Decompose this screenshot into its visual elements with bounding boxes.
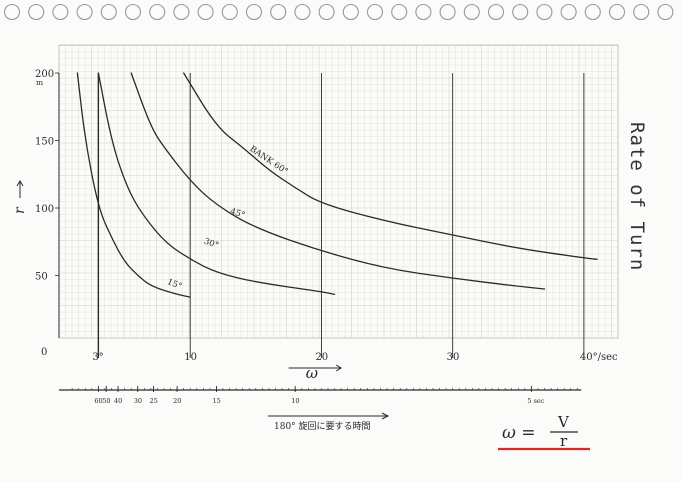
series-line [183, 72, 598, 260]
binding-ring [124, 3, 142, 21]
binding-ring [270, 3, 287, 21]
x-tick-label: 40°/sec [580, 352, 618, 363]
binding-ring [149, 3, 166, 21]
binding-ring [3, 3, 21, 21]
x-tick-label: 10 [184, 352, 197, 363]
side-title-text: Rate of Turn [626, 122, 648, 272]
secondary-axis-arrow [268, 412, 390, 420]
secondary-axis-tick-label: 30 [134, 397, 142, 405]
x-axis-arrow [288, 364, 343, 372]
binding-ring [294, 3, 311, 21]
spiral-binding-rings [3, 3, 674, 21]
series-line [130, 72, 546, 290]
graph-paper-grid [58, 44, 619, 339]
secondary-axis-tick-label: 10 [291, 397, 299, 405]
y-axis-label: r [12, 206, 28, 214]
binding-ring [245, 3, 263, 21]
x-tick-label: 3° [92, 352, 103, 363]
y-unit-label: m [36, 78, 43, 87]
series-line [97, 72, 336, 296]
binding-ring [366, 3, 384, 21]
x-tick-label: 20 [315, 352, 328, 363]
binding-ring [584, 3, 601, 21]
y-tick-label: 100 [35, 204, 54, 215]
y-tick-label: 200 [35, 69, 54, 80]
secondary-axis-tick-label: 40 [114, 397, 122, 405]
binding-ring [28, 3, 45, 21]
binding-ring [608, 3, 626, 21]
side-title: Rate of Turn [614, 122, 654, 282]
binding-ring [391, 3, 408, 21]
binding-ring [342, 3, 359, 21]
x-tick-label: 30 [447, 352, 460, 363]
origin-label: 0 [41, 347, 47, 358]
formula-denominator: r [560, 432, 568, 450]
binding-ring [487, 3, 505, 21]
binding-ring [415, 3, 432, 21]
secondary-axis-tick-label: 25 [149, 397, 157, 405]
binding-ring [221, 3, 238, 21]
secondary-axis-tick-label: 5 sec [527, 397, 544, 405]
series-line [76, 72, 191, 298]
y-tick-label: 150 [35, 137, 54, 148]
secondary-axis-tick-label: 15 [212, 397, 220, 405]
binding-ring [512, 3, 529, 21]
formula-numerator: V [557, 413, 570, 431]
y-tick-label: 50 [35, 272, 48, 283]
binding-ring [439, 3, 456, 21]
binding-ring [633, 3, 650, 21]
y-axis-arrow [16, 180, 24, 198]
binding-ring [100, 3, 117, 21]
formula-lhs: ω = [502, 423, 536, 443]
secondary-axis-title: 180° 旋回に要する時間 [274, 420, 371, 432]
binding-ring [197, 3, 214, 21]
formula: ω = V r [498, 413, 590, 451]
binding-ring [536, 3, 553, 21]
binding-ring [463, 3, 480, 21]
secondary-axis-tick-label: 50 [102, 397, 110, 405]
series-label: 45° [229, 207, 246, 221]
binding-ring [657, 3, 674, 21]
x-axis-label: ω [306, 364, 318, 382]
binding-ring [173, 3, 190, 21]
binding-ring [560, 3, 577, 21]
binding-ring [52, 3, 69, 21]
binding-ring [76, 3, 93, 21]
secondary-axis-tick-label: 60 [94, 397, 102, 405]
series-label: 30° [202, 237, 220, 252]
secondary-axis-tick-label: 20 [173, 397, 181, 405]
binding-ring [318, 3, 335, 21]
